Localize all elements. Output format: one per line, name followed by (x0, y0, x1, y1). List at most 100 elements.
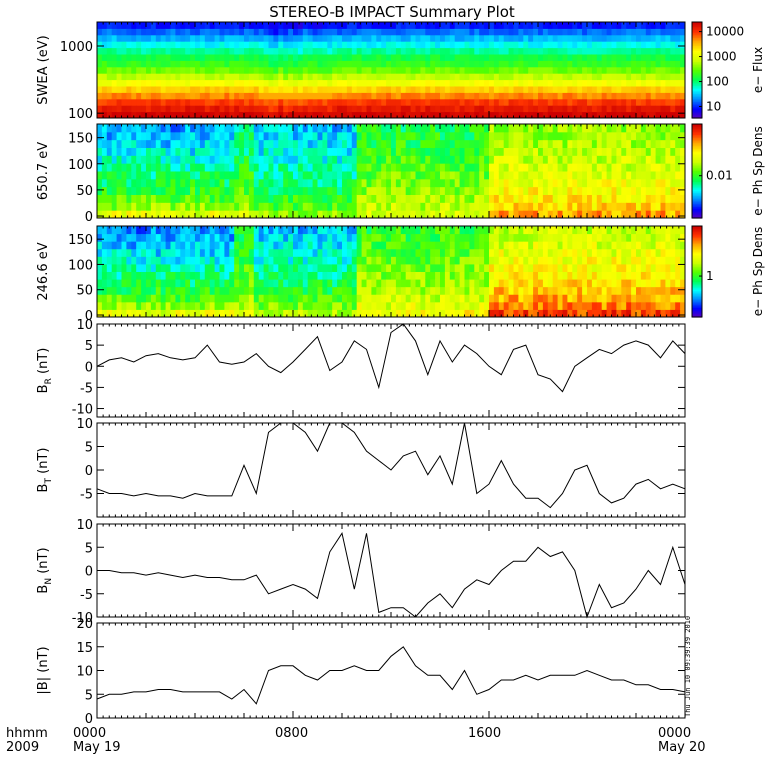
spectrogram-cell (601, 111, 608, 119)
spectrogram-cell (224, 286, 230, 295)
spectrogram-cell (518, 178, 524, 188)
spectrogram-cell (562, 66, 568, 74)
spectrogram-cell (567, 248, 573, 257)
spectrogram-cell (361, 105, 367, 113)
spectrogram-cell (332, 41, 338, 49)
spectrogram-cell (351, 147, 358, 156)
spectrogram-cell (214, 171, 220, 180)
spectrogram-cell (518, 66, 524, 74)
spectrogram-cell (391, 309, 397, 318)
spectrogram-cell (190, 178, 196, 188)
spectrogram-cell (381, 263, 387, 272)
spectrogram-cell (572, 256, 578, 265)
spectrogram-cell (508, 131, 514, 141)
spectrogram-cell (440, 66, 446, 74)
spectrogram-cell (503, 210, 510, 219)
spectrogram-cell (587, 22, 593, 29)
spectrogram-cell (180, 47, 186, 55)
spectrogram-cell (253, 163, 260, 172)
spectrogram-cell (111, 241, 118, 250)
spectrogram-cell (489, 34, 495, 42)
spectrogram-cell (106, 92, 113, 100)
spectrogram-cell (533, 226, 539, 235)
spectrogram-cell (582, 241, 588, 250)
spectrogram-cell (356, 186, 363, 195)
spectrogram-cell (577, 124, 583, 133)
spectrogram-cell (263, 309, 269, 318)
spectrogram-cell (293, 286, 299, 295)
spectrogram-cell (263, 279, 269, 288)
spectrogram-cell (523, 92, 529, 100)
spectrogram-cell (302, 248, 309, 257)
spectrogram-cell (155, 124, 162, 133)
spectrogram-cell (337, 41, 343, 49)
spectrogram-cell (533, 194, 539, 203)
spectrogram-cell (562, 98, 568, 106)
spectrogram-cell (542, 98, 549, 106)
spectrogram-cell (131, 98, 137, 106)
colorbar-cell (692, 188, 702, 191)
spectrogram-cell (160, 155, 167, 164)
spectrogram-cell (155, 41, 162, 49)
spectrogram-cell (464, 34, 470, 42)
spectrogram-cell (533, 301, 539, 310)
spectrogram-cell (111, 279, 118, 288)
spectrogram-cell (224, 241, 230, 250)
spectrogram-cell (121, 226, 127, 235)
spectrogram-cell (293, 28, 299, 36)
spectrogram-cell (199, 98, 206, 106)
spectrogram-cell (440, 155, 446, 164)
spectrogram-cell (376, 22, 382, 29)
colorbar-cell (692, 207, 702, 210)
spectrogram-cell (224, 147, 230, 156)
spectrogram-cell (175, 86, 181, 93)
spectrogram-cell (356, 226, 363, 235)
spectrogram-cell (513, 226, 519, 235)
spectrogram-cell (342, 186, 348, 195)
spectrogram-cell (195, 248, 201, 257)
spectrogram-cell (523, 301, 529, 310)
spectrogram-cell (444, 178, 451, 188)
spectrogram-cell (444, 171, 451, 180)
spectrogram-cell (219, 131, 225, 141)
spectrogram-cell (190, 47, 196, 55)
spectrogram-cell (229, 256, 235, 265)
spectrogram-cell (631, 41, 637, 49)
spectrogram-cell (435, 202, 441, 211)
spectrogram-cell (121, 139, 127, 148)
spectrogram-cell (381, 131, 387, 141)
spectrogram-cell (180, 271, 186, 280)
spectrogram-cell (474, 22, 480, 29)
spectrogram-cell (670, 60, 676, 68)
spectrogram-cell (567, 41, 573, 49)
spectrogram-cell (562, 41, 568, 49)
spectrogram-cell (342, 86, 348, 93)
colorbar-cell (692, 103, 702, 106)
spectrogram-cell (454, 131, 461, 141)
spectrogram-cell (253, 155, 260, 164)
spectrogram-cell (346, 163, 353, 172)
spectrogram-cell (224, 279, 230, 288)
spectrogram-cell (636, 186, 642, 195)
spectrogram-cell (219, 47, 225, 55)
spectrogram-cell (405, 202, 412, 211)
spectrogram-cell (214, 186, 220, 195)
spectrogram-cell (248, 105, 255, 113)
spectrogram-cell (577, 163, 583, 172)
spectrogram-cell (283, 111, 289, 119)
spectrogram-cell (160, 171, 167, 180)
spectrogram-cell (150, 139, 157, 148)
spectrogram-cell (557, 210, 563, 219)
spectrogram-cell (572, 155, 578, 164)
spectrogram-cell (185, 279, 191, 288)
spectrogram-cell (552, 301, 559, 310)
spectrogram-cell (518, 111, 524, 119)
spectrogram-cell (337, 263, 343, 272)
spectrogram-cell (640, 98, 647, 106)
spectrogram-cell (606, 34, 612, 42)
spectrogram-cell (248, 226, 255, 235)
spectrogram-cell (244, 139, 250, 148)
spectrogram-cell (165, 202, 171, 211)
spectrogram-cell (268, 28, 274, 36)
spectrogram-cell (410, 241, 416, 250)
